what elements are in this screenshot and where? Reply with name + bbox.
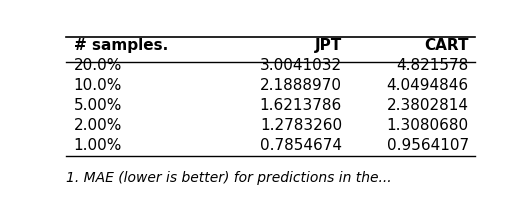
Text: 1. MAE (lower is better) for predictions in the...: 1. MAE (lower is better) for predictions… xyxy=(66,171,392,185)
